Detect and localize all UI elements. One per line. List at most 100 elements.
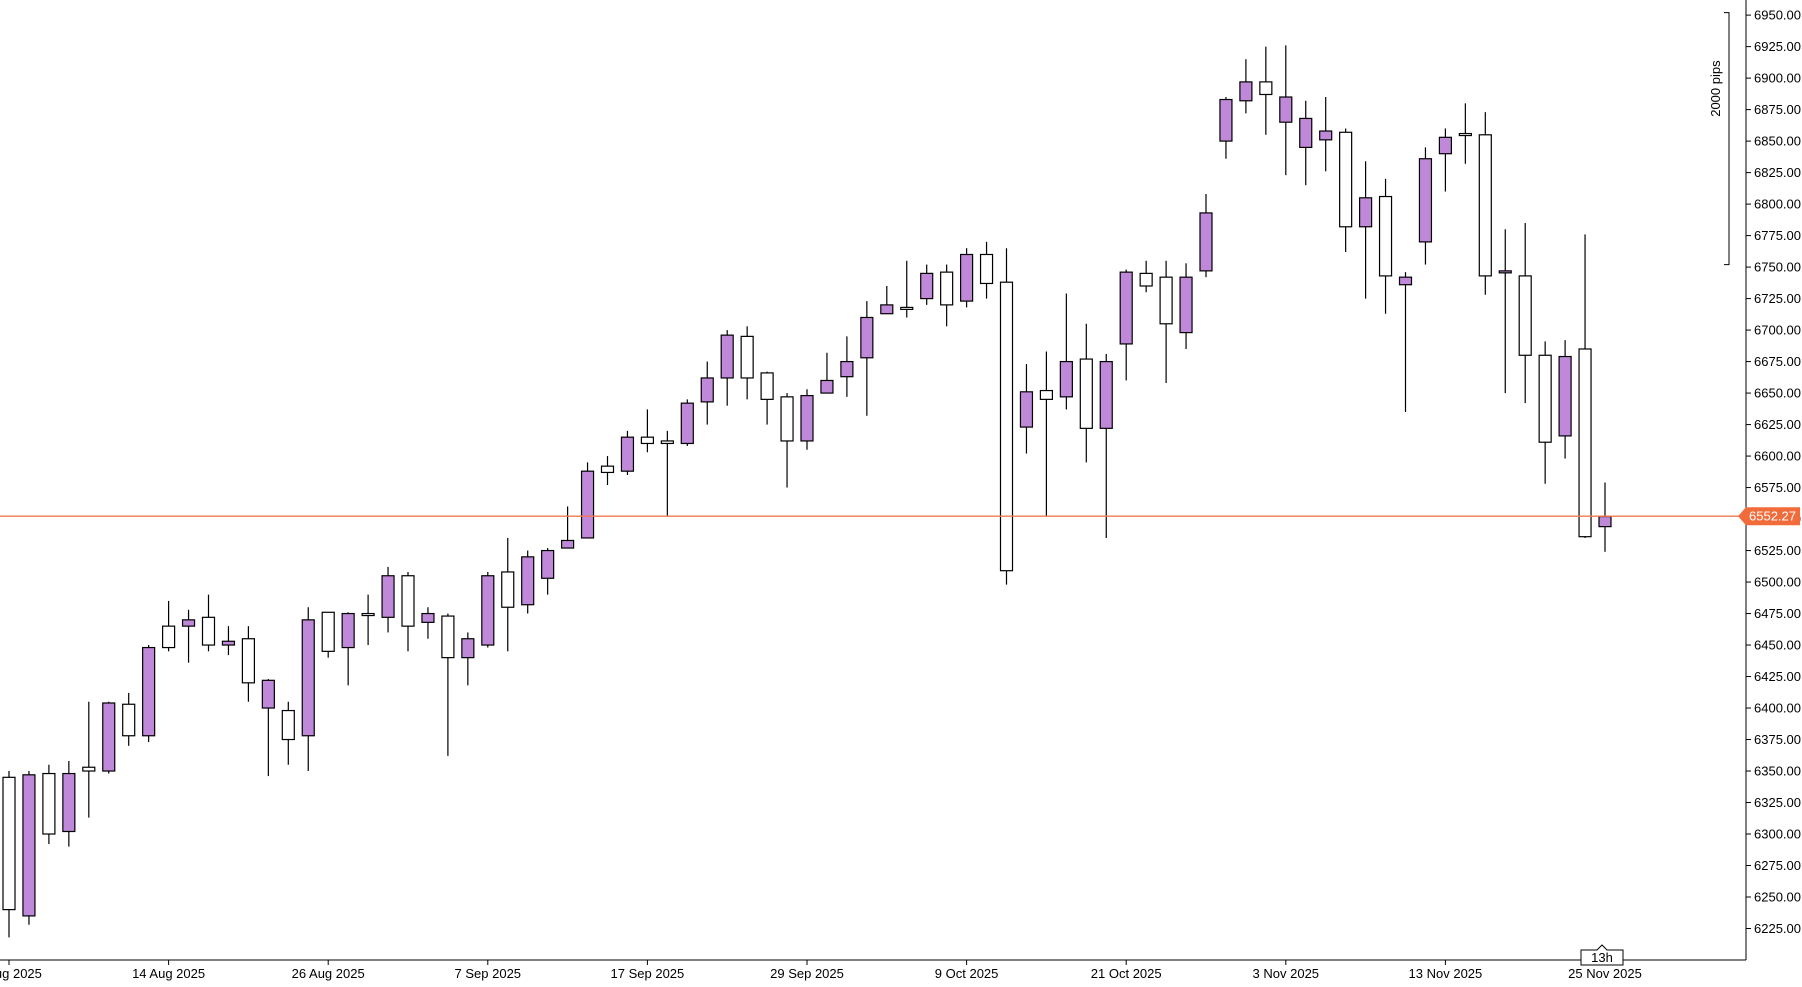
- candle: [1099, 354, 1113, 538]
- candle: [1558, 340, 1572, 459]
- candle: [780, 393, 794, 488]
- candle-body-bull: [361, 612, 375, 617]
- candle-body-bear: [840, 360, 854, 378]
- candle-body-bear: [1398, 276, 1413, 286]
- candle-body-bull: [1578, 348, 1592, 538]
- y-tick-label: 6350.00: [1754, 764, 1801, 779]
- candle-body-bear: [1239, 81, 1253, 102]
- candle: [660, 430, 674, 517]
- current-price-tag-bg: [1738, 507, 1800, 526]
- candle-body-bear: [620, 436, 635, 472]
- candle: [241, 626, 255, 702]
- candle-body-bull: [42, 772, 56, 835]
- candle: [1578, 234, 1592, 538]
- candle: [940, 264, 954, 327]
- candle: [1358, 161, 1373, 299]
- y-tick-label: 6450.00: [1754, 638, 1801, 653]
- candle-body-bull: [162, 625, 176, 649]
- y-tick-label: 6925.00: [1754, 39, 1801, 54]
- candle: [1299, 100, 1313, 186]
- y-tick-label: 6725.00: [1754, 291, 1801, 306]
- candle-body-bear: [720, 334, 734, 379]
- candle-body-bull: [1039, 389, 1054, 400]
- x-tick-label: 14 Aug 2025: [132, 966, 205, 981]
- x-tick-label: 13 Nov 2025: [1409, 966, 1483, 981]
- candle-body-bull: [940, 271, 954, 306]
- candle-timer-box: [1580, 944, 1624, 966]
- candle-body-bear: [1418, 158, 1433, 243]
- candle-body-bear: [959, 253, 974, 302]
- y-tick-label: 6600.00: [1754, 449, 1801, 464]
- candle-body-bull: [201, 616, 216, 646]
- x-tick-label: 7 Sep 2025: [455, 966, 522, 981]
- candle: [1458, 103, 1472, 164]
- candles-group: [2, 45, 1612, 938]
- candle: [142, 645, 156, 743]
- candle: [959, 248, 974, 308]
- candle-body-bear: [381, 575, 395, 618]
- candle-body-bear: [1598, 515, 1612, 528]
- y-tick-label: 6950.00: [1754, 8, 1801, 23]
- candle-body-bear: [481, 575, 495, 646]
- candle-body-bear: [1179, 276, 1193, 334]
- y-tick-label: 6325.00: [1754, 795, 1801, 810]
- y-tick-label: 6625.00: [1754, 417, 1801, 432]
- current-price-label: 6552.27: [1749, 509, 1796, 524]
- candle: [1199, 194, 1213, 278]
- candle: [1279, 45, 1293, 176]
- candle-body-bull: [1458, 132, 1472, 137]
- candle-body-bull: [1259, 81, 1273, 96]
- candle-body-bear: [62, 772, 76, 833]
- candle-body-bull: [401, 575, 415, 627]
- y-tick-label: 6425.00: [1754, 669, 1801, 684]
- candle-body-bear: [580, 470, 595, 539]
- y-tick-label: 6850.00: [1754, 134, 1801, 149]
- candle: [840, 336, 854, 397]
- candle: [1339, 128, 1353, 252]
- y-tick-label: 6475.00: [1754, 606, 1801, 621]
- candle: [620, 430, 635, 475]
- candle-body-bear: [1498, 270, 1512, 274]
- candle-body-bull: [1478, 134, 1492, 277]
- candle-body-bull: [1339, 131, 1353, 228]
- candle-body-bull: [281, 709, 295, 741]
- y-axis[interactable]: 6225.00 6250.00 6275.00 6300.00 6325.00 6350.…: [1746, 8, 1801, 936]
- candle-body-bear: [261, 679, 275, 709]
- candle: [22, 771, 36, 925]
- candle: [1259, 46, 1273, 135]
- candle: [361, 594, 375, 646]
- candle: [441, 613, 455, 756]
- range-bracket: [1724, 12, 1730, 266]
- candle-body-bear: [102, 702, 116, 772]
- y-tick-label: 6525.00: [1754, 543, 1801, 558]
- candle-body-bull: [780, 396, 794, 442]
- candle-body-bear: [1019, 391, 1034, 428]
- candle-body-bear: [541, 549, 555, 579]
- candle: [979, 241, 994, 299]
- candle-body-bear: [1219, 98, 1233, 142]
- candle-body-bull: [1378, 195, 1393, 277]
- y-tick-label: 6500.00: [1754, 575, 1801, 590]
- y-tick-label: 6300.00: [1754, 827, 1801, 842]
- candle: [301, 607, 315, 772]
- candle: [461, 632, 475, 686]
- candle-body-bear: [1358, 197, 1373, 228]
- y-tick-label: 6650.00: [1754, 386, 1801, 401]
- candle: [900, 260, 914, 318]
- candle-body-bull: [640, 436, 655, 445]
- candle: [102, 701, 116, 774]
- candle: [541, 548, 555, 595]
- candle-body-bear: [521, 556, 535, 606]
- candle-body-bull: [2, 776, 16, 911]
- current-price-tag: 6552.27: [1738, 507, 1800, 526]
- y-tick-label: 6750.00: [1754, 260, 1801, 275]
- x-tick-label: 9 Oct 2025: [935, 966, 999, 981]
- candle-body-bull: [1518, 275, 1532, 356]
- candle: [860, 301, 874, 416]
- y-tick-label: 6900.00: [1754, 71, 1801, 86]
- candle: [82, 701, 96, 818]
- candle-body-bear: [820, 379, 834, 394]
- candle: [999, 248, 1014, 585]
- candle: [640, 409, 655, 453]
